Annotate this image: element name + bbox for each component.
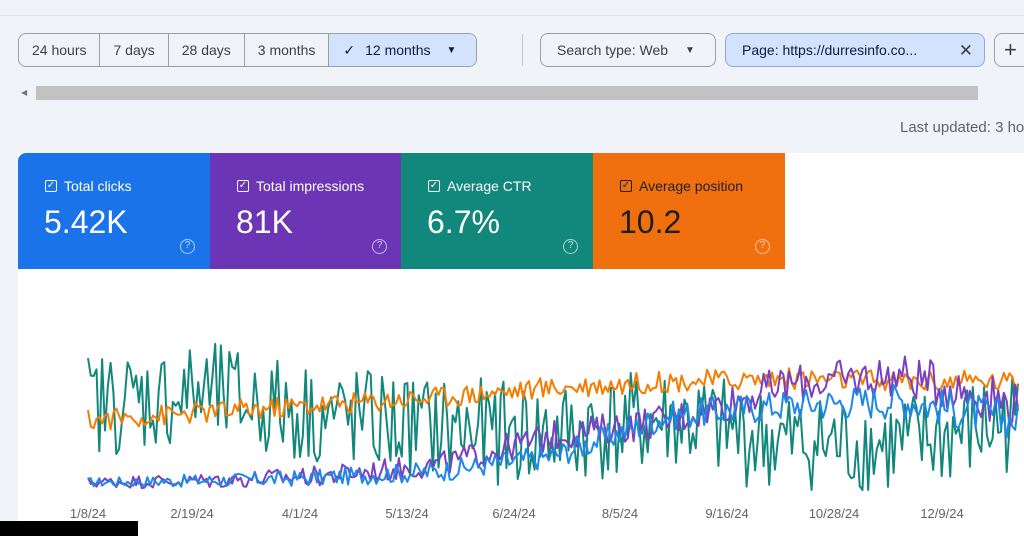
search-type-dropdown[interactable]: Search type: Web ▼: [540, 33, 716, 67]
checkbox-icon[interactable]: ✓: [45, 180, 57, 192]
help-icon[interactable]: ?: [563, 239, 578, 254]
check-icon: ✓: [343, 41, 356, 58]
metric-label: Total clicks: [64, 178, 132, 194]
metric-value: 81K: [236, 204, 293, 240]
checkbox-icon[interactable]: ✓: [620, 180, 632, 192]
x-axis-tick-label: 5/13/24: [385, 506, 428, 521]
metric-label: Average position: [639, 178, 744, 194]
checkbox-icon[interactable]: ✓: [428, 180, 440, 192]
toolbar-divider: [522, 34, 523, 66]
scroll-left-arrow-icon[interactable]: ◀: [21, 88, 28, 97]
range-label: 7 days: [113, 42, 155, 58]
range-label: 3 months: [257, 42, 316, 58]
x-axis-tick-label: 2/19/24: [170, 506, 213, 521]
horizontal-scrollbar[interactable]: [36, 86, 978, 100]
range-label: 12 months: [365, 42, 431, 58]
x-axis-tick-label: 6/24/24: [492, 506, 535, 521]
metric-card-average-position[interactable]: ✓ Average position 10.2 ?: [593, 153, 785, 269]
help-icon[interactable]: ?: [372, 239, 387, 254]
x-axis-tick-label: 10/28/24: [809, 506, 860, 521]
range-24-hours-button[interactable]: 24 hours: [19, 34, 101, 66]
metric-value: 10.2: [619, 204, 682, 240]
series-line-total-impressions: [87, 355, 1019, 490]
dropdown-arrow-icon: ▼: [446, 44, 457, 56]
metric-value: 6.7%: [427, 204, 500, 240]
date-range-selector: 24 hours 7 days 28 days 3 months ✓ 12 mo…: [18, 33, 478, 67]
add-filter-button[interactable]: +: [994, 33, 1024, 67]
redaction-bar: [0, 521, 138, 536]
page-filter-chip[interactable]: Page: https://durresinfo.co... ✕: [725, 33, 985, 67]
range-3-months-button[interactable]: 3 months: [245, 34, 330, 66]
dropdown-arrow-icon: ▼: [685, 44, 695, 56]
x-axis-tick-label: 8/5/24: [602, 506, 638, 521]
x-axis-tick-label: 1/8/24: [70, 506, 106, 521]
page-filter-label: Page: https://durresinfo.co...: [742, 42, 918, 58]
plus-icon: +: [1004, 37, 1017, 62]
search-type-label: Search type: Web: [557, 42, 669, 58]
metric-label: Total impressions: [256, 178, 365, 194]
series-line-total-clicks: [87, 384, 1019, 488]
range-label: 24 hours: [32, 42, 87, 58]
close-icon[interactable]: ✕: [958, 41, 973, 60]
x-axis-tick-label: 4/1/24: [282, 506, 318, 521]
range-28-days-button[interactable]: 28 days: [169, 34, 245, 66]
x-axis-tick-label: 9/16/24: [705, 506, 748, 521]
top-divider: [0, 15, 1024, 16]
metric-card-average-ctr[interactable]: ✓ Average CTR 6.7% ?: [401, 153, 593, 269]
help-icon[interactable]: ?: [755, 239, 770, 254]
metric-value: 5.42K: [44, 204, 128, 240]
range-label: 28 days: [181, 42, 231, 58]
metric-card-total-clicks[interactable]: ✓ Total clicks 5.42K ?: [18, 153, 210, 269]
x-axis-tick-label: 12/9/24: [920, 506, 963, 521]
range-7-days-button[interactable]: 7 days: [100, 34, 169, 66]
last-updated-text: Last updated: 3 ho: [900, 119, 1024, 136]
checkbox-icon[interactable]: ✓: [237, 180, 249, 192]
range-12-months-button[interactable]: ✓ 12 months ▼: [329, 34, 477, 66]
series-line-average-position: [87, 367, 1019, 431]
metric-label: Average CTR: [447, 178, 532, 194]
metric-card-total-impressions[interactable]: ✓ Total impressions 81K ?: [210, 153, 402, 269]
help-icon[interactable]: ?: [180, 239, 195, 254]
